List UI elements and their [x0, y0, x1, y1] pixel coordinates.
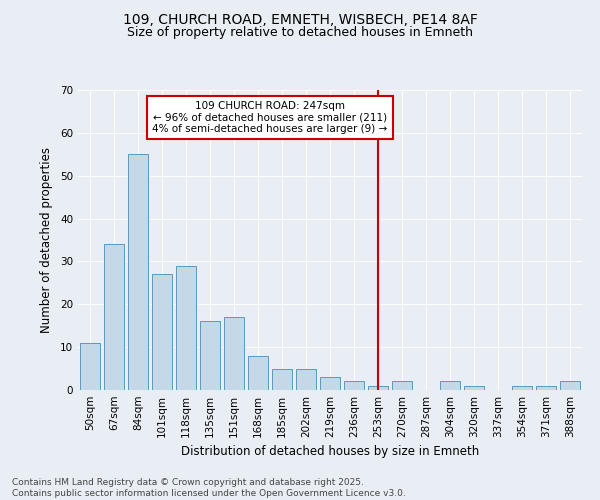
Bar [200, 322, 220, 390]
Bar [248, 356, 268, 390]
Bar [176, 266, 196, 390]
Bar [344, 382, 364, 390]
Bar [512, 386, 532, 390]
Bar [320, 377, 340, 390]
Text: 109 CHURCH ROAD: 247sqm
← 96% of detached houses are smaller (211)
4% of semi-de: 109 CHURCH ROAD: 247sqm ← 96% of detache… [152, 100, 388, 134]
Bar [104, 244, 124, 390]
Bar [224, 317, 244, 390]
Text: 109, CHURCH ROAD, EMNETH, WISBECH, PE14 8AF: 109, CHURCH ROAD, EMNETH, WISBECH, PE14 … [122, 12, 478, 26]
Text: Size of property relative to detached houses in Emneth: Size of property relative to detached ho… [127, 26, 473, 39]
X-axis label: Distribution of detached houses by size in Emneth: Distribution of detached houses by size … [181, 446, 479, 458]
Bar [128, 154, 148, 390]
Text: Contains HM Land Registry data © Crown copyright and database right 2025.
Contai: Contains HM Land Registry data © Crown c… [12, 478, 406, 498]
Bar [464, 386, 484, 390]
Bar [440, 382, 460, 390]
Y-axis label: Number of detached properties: Number of detached properties [40, 147, 53, 333]
Bar [296, 368, 316, 390]
Bar [272, 368, 292, 390]
Bar [368, 386, 388, 390]
Bar [536, 386, 556, 390]
Bar [152, 274, 172, 390]
Bar [560, 382, 580, 390]
Bar [392, 382, 412, 390]
Bar [80, 343, 100, 390]
